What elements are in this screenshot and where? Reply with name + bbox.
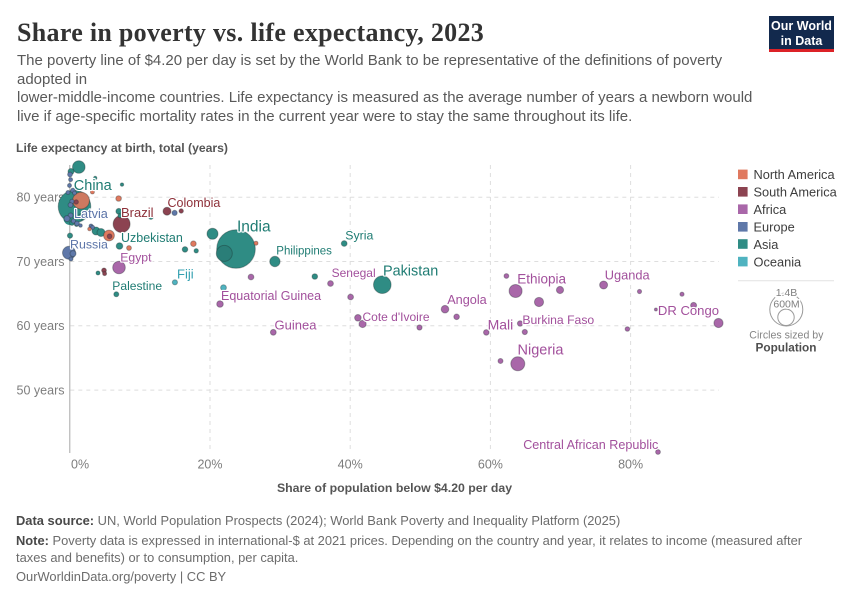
svg-text:600M: 600M	[773, 299, 799, 311]
svg-text:Asia: Asia	[754, 237, 780, 252]
svg-text:Nigeria: Nigeria	[518, 343, 565, 359]
svg-text:Fiji: Fiji	[177, 267, 194, 282]
svg-text:Uganda: Uganda	[605, 268, 651, 283]
svg-text:Colombia: Colombia	[168, 196, 221, 210]
svg-text:80 years: 80 years	[17, 191, 65, 205]
svg-text:Circles sized by: Circles sized by	[749, 330, 824, 342]
svg-text:Ethiopia: Ethiopia	[517, 272, 566, 287]
svg-text:DR Congo: DR Congo	[658, 303, 719, 318]
svg-text:India: India	[237, 219, 271, 236]
svg-text:20%: 20%	[197, 458, 222, 472]
svg-text:Brazil: Brazil	[121, 205, 154, 220]
svg-text:China: China	[74, 178, 113, 194]
svg-text:South America: South America	[754, 185, 838, 200]
svg-text:80%: 80%	[618, 458, 643, 472]
svg-text:Angola: Angola	[447, 293, 487, 307]
svg-text:50 years: 50 years	[17, 384, 65, 398]
svg-text:Philippines: Philippines	[276, 246, 332, 258]
svg-text:Russia: Russia	[70, 237, 108, 251]
svg-text:Population: Population	[756, 341, 817, 355]
svg-text:Pakistan: Pakistan	[383, 264, 438, 280]
svg-text:Syria: Syria	[345, 229, 373, 243]
svg-text:Oceania: Oceania	[754, 254, 803, 269]
svg-text:0%: 0%	[71, 458, 89, 472]
svg-text:North America: North America	[754, 167, 836, 182]
svg-text:Latvia: Latvia	[74, 207, 109, 221]
svg-text:Uzbekistan: Uzbekistan	[121, 231, 183, 245]
svg-text:Egypt: Egypt	[120, 250, 152, 264]
svg-text:Mali: Mali	[488, 317, 514, 333]
svg-text:1.4B: 1.4B	[776, 287, 798, 299]
svg-text:Equatorial Guinea: Equatorial Guinea	[221, 289, 321, 303]
svg-text:60 years: 60 years	[17, 319, 65, 333]
svg-text:Cote d'Ivoire: Cote d'Ivoire	[363, 310, 430, 324]
svg-text:Palestine: Palestine	[112, 279, 162, 293]
svg-text:Burkina Faso: Burkina Faso	[522, 313, 594, 327]
svg-text:Africa: Africa	[754, 202, 788, 217]
svg-text:Senegal: Senegal	[332, 266, 376, 280]
svg-text:Europe: Europe	[754, 220, 795, 235]
svg-text:40%: 40%	[338, 458, 363, 472]
svg-text:70 years: 70 years	[17, 255, 65, 269]
svg-text:60%: 60%	[478, 458, 503, 472]
svg-text:Central African Republic: Central African Republic	[523, 438, 658, 452]
svg-text:Guinea: Guinea	[275, 318, 318, 333]
